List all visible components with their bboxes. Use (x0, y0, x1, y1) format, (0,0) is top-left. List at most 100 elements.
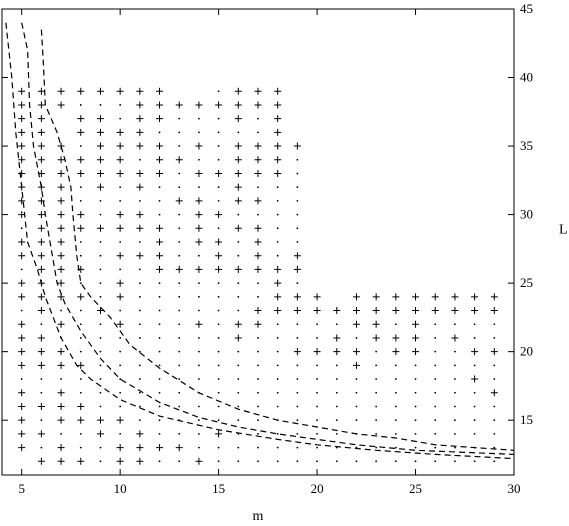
dot-point (20, 227, 23, 230)
dot-point (257, 378, 259, 380)
plus-point (136, 211, 144, 219)
y-axis-label: L (559, 222, 568, 237)
dot-point (178, 350, 181, 353)
dot-point (178, 337, 181, 339)
dot-point (178, 378, 181, 380)
plus-point (96, 183, 104, 191)
dot-point (276, 391, 279, 394)
dot-point (178, 117, 181, 120)
plus-point (57, 252, 65, 260)
dot-point (276, 378, 279, 380)
plus-point (57, 169, 65, 177)
plus-point (136, 142, 144, 150)
y-tick-label: 45 (520, 1, 533, 16)
plus-point (195, 320, 203, 328)
dot-point (198, 158, 200, 161)
plus-point (195, 211, 203, 219)
dot-point (99, 282, 102, 285)
plus-point (274, 307, 282, 315)
dot-point (158, 350, 161, 353)
dot-point (119, 199, 122, 202)
plus-point (116, 252, 124, 260)
dot-point (276, 227, 279, 230)
plus-point (57, 197, 65, 205)
dot-point (198, 391, 200, 394)
dot-point (178, 186, 181, 189)
dot-point (375, 405, 378, 408)
y-tick-label: 20 (520, 344, 533, 359)
plus-point (156, 238, 164, 246)
plus-point (136, 183, 144, 191)
dot-point (158, 405, 161, 408)
dot-point (454, 446, 456, 449)
dot-point (217, 309, 220, 312)
plus-point (116, 169, 124, 177)
dot-point (394, 419, 397, 422)
dot-point (237, 391, 240, 394)
plus-point (412, 334, 420, 342)
plus-point (156, 115, 164, 123)
dot-point (158, 337, 161, 339)
dot-point (257, 295, 259, 298)
dot-point (119, 186, 122, 189)
plus-point (254, 101, 262, 109)
plus-point (392, 348, 400, 356)
x-tick-label: 15 (212, 481, 225, 496)
dot-point (237, 295, 240, 298)
dot-point (375, 419, 378, 422)
dot-point (276, 446, 279, 449)
plus-point (18, 320, 26, 328)
curves-layer (5, 22, 515, 460)
dot-point (198, 364, 200, 367)
dot-point (158, 378, 161, 380)
plus-point (37, 238, 45, 246)
plus-point (57, 183, 65, 191)
dot-point (138, 378, 141, 380)
plus-point (37, 279, 45, 287)
plus-point (175, 444, 183, 452)
dot-point (434, 323, 437, 326)
plus-point (333, 348, 341, 356)
dot-point (335, 419, 338, 422)
dot-point (355, 391, 358, 394)
plus-point (195, 142, 203, 150)
dot-point (473, 337, 476, 339)
dot-point (434, 419, 437, 422)
plus-point (234, 101, 242, 109)
dot-point (237, 241, 240, 243)
plus-point (490, 307, 498, 315)
x-tick-label: 5 (18, 481, 25, 496)
dot-point (217, 405, 220, 408)
plus-point (18, 416, 26, 424)
dot-point (335, 460, 338, 463)
plus-point (254, 238, 262, 246)
dot-point (257, 337, 259, 339)
dot-point (99, 323, 102, 326)
plus-point (37, 293, 45, 301)
dot-point (296, 391, 299, 394)
plus-point (18, 252, 26, 260)
plus-point (215, 252, 223, 260)
dot-point (335, 323, 338, 326)
dot-point (237, 405, 240, 408)
dot-point (316, 391, 318, 394)
dot-point (375, 432, 378, 435)
dot-point (198, 186, 200, 189)
plus-point (254, 224, 262, 232)
dot-point (60, 378, 62, 380)
plus-point (274, 115, 282, 123)
plus-point (37, 430, 45, 438)
plus-point (254, 169, 262, 177)
plus-point (18, 389, 26, 397)
plus-point (274, 156, 282, 164)
dot-point (217, 337, 220, 339)
plus-point (274, 142, 282, 150)
plus-point (18, 115, 26, 123)
dot-point (79, 199, 82, 202)
dot-point (316, 419, 318, 422)
plus-point (215, 430, 223, 438)
plus-point (136, 457, 144, 465)
dot-point (198, 254, 200, 257)
dot-point (276, 337, 279, 339)
dot-point (158, 186, 161, 189)
